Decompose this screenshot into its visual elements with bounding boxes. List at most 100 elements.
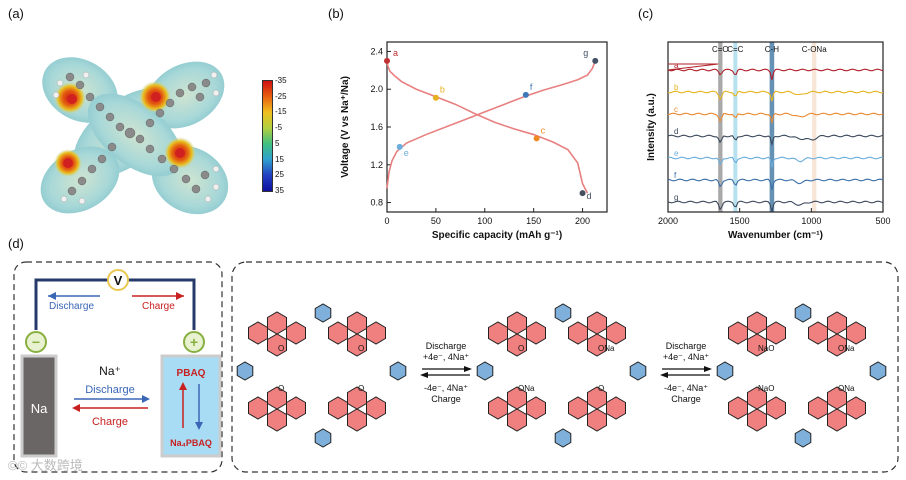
- substituent-label: O: [278, 384, 284, 393]
- panel-label-c: (c): [638, 6, 654, 21]
- eq2-back-head: [660, 372, 668, 378]
- substituent-label: NaO: [758, 384, 774, 393]
- point-label-b: b: [440, 85, 445, 95]
- spectrum-a: [667, 63, 884, 80]
- colorbar-tick-label: -35: [275, 76, 287, 85]
- substituent-label: ONa: [838, 344, 855, 353]
- x-axis-label: Wavenumber (cm⁻¹): [728, 230, 823, 241]
- wire-left: [34, 278, 108, 330]
- aq-br-ring: [846, 396, 866, 420]
- phenyl-left: [236, 361, 254, 381]
- aq-tr-ring: [587, 333, 607, 357]
- band-label: C-H: [765, 45, 779, 54]
- spectrum-e: [667, 156, 883, 169]
- substituent-label: O: [598, 384, 604, 393]
- aq-bl-ring: [507, 408, 527, 432]
- colorbar-tick-label: -25: [275, 91, 287, 101]
- plus-sign: +: [190, 334, 198, 350]
- redox-mechanism-scheme: O O O O O ONa ONa O NaO ONa NaO ONa Discharge +4e⁻,…: [231, 261, 899, 473]
- eq1-back-head: [420, 372, 428, 378]
- na-anode-label: Na: [31, 401, 48, 416]
- spectrum-label-a: a: [674, 61, 679, 70]
- panel-label-d: (d): [8, 236, 24, 251]
- discharge-arrowhead-mid: [142, 395, 150, 403]
- colorbar-tick-label: -15: [275, 107, 287, 117]
- cathode-charge-arrowhead: [179, 382, 187, 390]
- aq-tl-ring: [267, 311, 287, 335]
- aq-tr-ring: [846, 321, 866, 345]
- phenyl-left: [716, 361, 734, 381]
- x-axis-label: Specific capacity (mAh g⁻¹): [432, 230, 562, 241]
- aq-tr-ring: [587, 311, 607, 335]
- colorbar-tick-label: 5: [275, 138, 280, 148]
- y-axis-label: Intensity (a.u.): [646, 93, 657, 161]
- minus-terminal: [25, 331, 47, 353]
- aq-tr-ring: [568, 321, 588, 345]
- band-label: C=C: [727, 45, 743, 54]
- na-ion-label: Na⁺: [99, 364, 121, 378]
- aq-bl-ring: [526, 396, 546, 420]
- substituent-label: NaO: [758, 344, 774, 353]
- minus-sign: −: [32, 334, 40, 350]
- aq-tl-ring: [526, 321, 546, 345]
- phenyl-left: [476, 361, 494, 381]
- spectrum-label-c: c: [674, 105, 678, 114]
- spectrum-f: [667, 178, 884, 190]
- colorbar-tick-label: 35: [275, 186, 284, 195]
- substituent-label: ONa: [518, 384, 535, 393]
- atom-balls: [65, 72, 211, 196]
- point-label-e: e: [404, 148, 409, 158]
- colorbar-tick-label: 25: [275, 170, 284, 180]
- aq-tr-ring: [366, 321, 386, 345]
- point-label-d: d: [587, 191, 592, 201]
- eq2-bottom-label2: Charge: [671, 394, 701, 404]
- phenyl-bottom: [554, 428, 572, 448]
- aq-br-ring: [606, 396, 626, 420]
- point-e: [396, 143, 403, 150]
- substituent-label: O: [358, 384, 364, 393]
- point-g: [592, 57, 599, 64]
- aq-bl-ring: [728, 396, 748, 420]
- point-label-f: f: [530, 82, 533, 92]
- aq-br-ring: [827, 408, 847, 432]
- eq2-top-label: Discharge: [666, 341, 707, 351]
- phenyl-top: [314, 303, 332, 323]
- spectrum-label-g: g: [674, 193, 678, 202]
- eq2-forward-head: [704, 366, 712, 372]
- point-a: [384, 57, 390, 64]
- band-label: C=O: [712, 45, 729, 54]
- mechanism-dashed-border: [231, 261, 899, 473]
- phenyl-top: [554, 303, 572, 323]
- plus-terminal: [183, 331, 205, 353]
- colorbar-tick-label: -5: [275, 123, 283, 133]
- spectrum-label-e: e: [674, 149, 679, 158]
- discharge-label-mid: Discharge: [85, 384, 135, 396]
- spectrum-g: [667, 200, 884, 212]
- plot-frame: [386, 41, 608, 213]
- aq-tr-ring: [808, 321, 828, 345]
- band-label: C-ONa: [802, 45, 827, 54]
- aq-tl-ring: [766, 321, 786, 345]
- aq-bl-ring: [248, 396, 268, 420]
- point-c: [533, 135, 540, 142]
- charge-arrowhead-top: [176, 292, 184, 300]
- series-discharge: [386, 60, 589, 194]
- phenyl-right: [389, 361, 407, 381]
- spectrum-label-f: f: [674, 171, 677, 180]
- spectrum-c: [667, 112, 884, 125]
- aq-tl-ring: [286, 321, 306, 345]
- eq1-top-label: Discharge: [426, 341, 467, 351]
- watermark: ©© 大数跨境: [8, 458, 83, 473]
- series-charge: [386, 60, 597, 189]
- oxygen-balls: [63, 92, 185, 168]
- wire-right: [128, 278, 196, 330]
- y-tick-label: 1.2: [370, 160, 383, 170]
- discharge-arrowhead-top: [48, 292, 56, 300]
- x-tick-label: 2000: [658, 216, 678, 226]
- plot-frame: [667, 41, 884, 213]
- aq-bl-ring: [747, 408, 767, 432]
- aq-tl-ring: [488, 321, 508, 345]
- point-label-a: a: [393, 48, 398, 58]
- x-tick-label: 1000: [801, 216, 821, 226]
- substituent-label: O: [518, 344, 524, 353]
